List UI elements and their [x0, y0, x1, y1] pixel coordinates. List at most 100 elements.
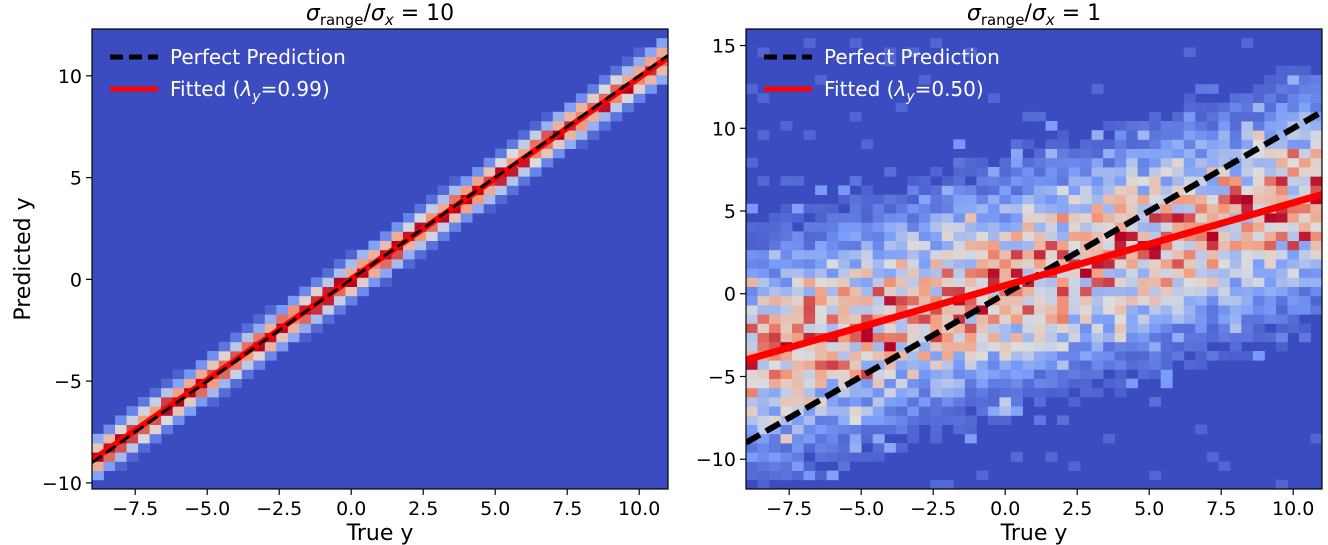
heatmap-cell	[1206, 277, 1219, 287]
heatmap-cell	[930, 378, 943, 389]
heatmap-cell	[930, 387, 943, 398]
heatmap-cell	[941, 415, 954, 425]
heatmap-cell	[1183, 268, 1196, 278]
heatmap-cell	[953, 415, 966, 425]
heatmap-cell	[644, 47, 657, 57]
x-tick-label: −2.5	[256, 498, 302, 520]
heatmap-cell	[941, 369, 954, 379]
right-legend-label-perfect: Perfect Prediction	[824, 45, 1000, 69]
heatmap-cell	[1114, 268, 1127, 278]
heatmap-cell	[1160, 332, 1173, 343]
heatmap-cell	[884, 332, 897, 343]
heatmap-cell	[930, 295, 943, 306]
heatmap-cell	[815, 406, 828, 416]
heatmap-cell	[1195, 240, 1208, 251]
heatmap-cell	[976, 268, 989, 278]
heatmap-cell	[1160, 130, 1173, 140]
heatmap-cell	[1229, 295, 1242, 306]
heatmap-cell	[769, 387, 781, 398]
heatmap-cell	[1068, 295, 1081, 306]
heatmap-cell	[115, 461, 127, 471]
heatmap-cell	[872, 397, 885, 407]
heatmap-cell	[930, 341, 943, 352]
heatmap-cell	[999, 240, 1012, 251]
heatmap-cell	[115, 415, 127, 425]
right-plot-frame	[745, 28, 1323, 490]
heatmap-cell	[1298, 259, 1311, 269]
heatmap-cell	[564, 130, 577, 140]
heatmap-cell	[964, 286, 977, 297]
heatmap-cell	[368, 249, 381, 260]
heatmap-cell	[333, 305, 346, 315]
heatmap-cell	[195, 387, 208, 398]
heatmap-cell	[918, 222, 931, 232]
heatmap-cell	[826, 213, 839, 223]
heatmap-cell	[746, 249, 758, 260]
heatmap-cell	[1160, 249, 1173, 260]
heatmap-cell	[1114, 351, 1127, 361]
heatmap-cell	[1287, 176, 1300, 186]
heatmap-cell	[1275, 323, 1288, 333]
heatmap-cell	[838, 277, 851, 287]
heatmap-cell	[884, 56, 897, 67]
heatmap-cell	[1206, 332, 1219, 343]
heatmap-cell	[1275, 102, 1288, 113]
heatmap-cell	[1137, 249, 1150, 260]
heatmap-cell	[746, 305, 758, 315]
heatmap-cell	[1080, 176, 1092, 186]
heatmap-cell	[849, 351, 862, 361]
heatmap-cell	[941, 268, 954, 278]
heatmap-cell	[1206, 130, 1219, 140]
heatmap-cell	[987, 185, 1000, 195]
heatmap-cell	[1298, 268, 1311, 278]
heatmap-cell	[1183, 93, 1196, 103]
heatmap-cell	[780, 121, 793, 131]
heatmap-cell	[1057, 351, 1069, 361]
heatmap-cell	[792, 314, 804, 324]
heatmap-cell	[426, 194, 438, 205]
heatmap-cell	[838, 443, 851, 453]
heatmap-cell	[999, 176, 1012, 186]
heatmap-cell	[907, 406, 920, 416]
heatmap-cell	[815, 360, 828, 370]
heatmap-cell	[621, 75, 634, 85]
heatmap-cell	[884, 286, 897, 297]
heatmap-cell	[1126, 249, 1139, 260]
heatmap-cell	[884, 305, 897, 315]
heatmap-cell	[1298, 332, 1311, 343]
heatmap-cell	[964, 332, 977, 343]
heatmap-cell	[1218, 167, 1231, 177]
heatmap-cell	[1310, 84, 1322, 94]
heatmap-cell	[987, 323, 1000, 333]
heatmap-cell	[746, 332, 758, 343]
heatmap-cell	[803, 470, 816, 481]
heatmap-cell	[1310, 203, 1322, 214]
heatmap-cell	[930, 249, 943, 260]
right-legend: Perfect Prediction Fitted (λy=0.50)	[764, 45, 1000, 105]
heatmap-cell	[483, 185, 496, 195]
heatmap-cell	[815, 433, 828, 444]
heatmap-cell	[1160, 213, 1173, 223]
heatmap-cell	[1114, 259, 1127, 269]
heatmap-cell	[1160, 323, 1173, 333]
heatmap-cell	[92, 443, 104, 453]
heatmap-cell	[907, 369, 920, 379]
heatmap-cell	[872, 406, 885, 416]
heatmap-cell	[518, 130, 531, 140]
y-tick-label: 10	[712, 118, 736, 140]
heatmap-cell	[930, 231, 943, 241]
heatmap-cell	[1137, 167, 1150, 177]
heatmap-cell	[792, 305, 804, 315]
heatmap-cell	[1091, 259, 1104, 269]
heatmap-cell	[1091, 231, 1104, 241]
heatmap-cell	[1057, 360, 1069, 370]
heatmap-cell	[872, 213, 885, 223]
heatmap-cell	[941, 249, 954, 260]
heatmap-cell	[1126, 222, 1139, 232]
heatmap-cell	[976, 240, 989, 251]
heatmap-cell	[1287, 305, 1300, 315]
heatmap-cell	[746, 268, 758, 278]
heatmap-cell	[987, 93, 1000, 103]
heatmap-cell	[1183, 194, 1196, 205]
heatmap-cell	[1241, 157, 1254, 168]
